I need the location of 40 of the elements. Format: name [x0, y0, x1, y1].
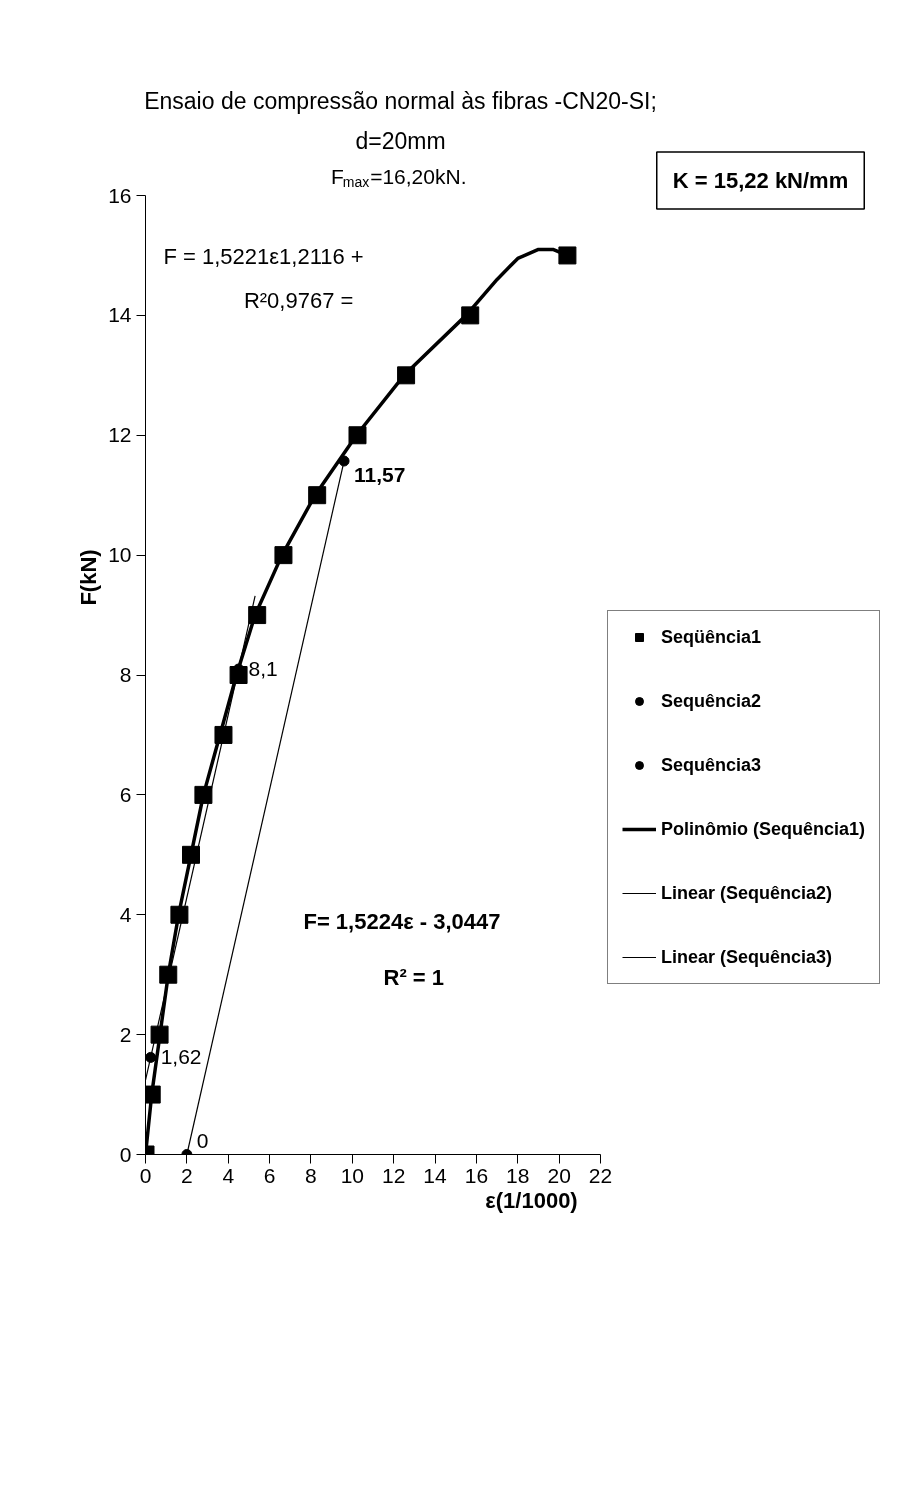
- x-tick-label: 14: [423, 1163, 448, 1187]
- y-tick-label: 10: [108, 543, 132, 567]
- annotation: R²0,9767 =: [243, 288, 354, 313]
- x-tick-label: 4: [222, 1163, 235, 1187]
- y-tick-label: 14: [108, 303, 132, 327]
- x-tick-label: 10: [340, 1163, 364, 1187]
- y-axis-title: F(kN): [75, 549, 101, 606]
- data-label: 1,62: [160, 1045, 202, 1069]
- x-tick-label: 0: [139, 1163, 152, 1187]
- y-tick-label: 16: [108, 183, 132, 207]
- data-label: 11,57: [354, 463, 406, 487]
- legend-label: Linear (Sequência3): [661, 945, 833, 969]
- annotation: R² = 1: [383, 965, 445, 990]
- x-tick-label: 12: [382, 1163, 406, 1187]
- x-tick-label: 22: [588, 1163, 613, 1187]
- x-tick-label: 16: [464, 1163, 489, 1187]
- point: [558, 246, 577, 265]
- y-tick-label: 6: [119, 782, 132, 806]
- x-tick-label: 2: [181, 1163, 193, 1187]
- legend-label: Sequência2: [661, 689, 762, 713]
- annotation: F = 1,5221ε1,2116 +: [163, 244, 364, 269]
- y-tick-label: 4: [119, 902, 132, 926]
- x-tick-label: 8: [305, 1163, 317, 1187]
- legend-label: Seqüência1: [661, 625, 762, 649]
- text: K = 15,22 kN/mm: [672, 168, 849, 193]
- x-tick-label: 20: [547, 1163, 571, 1187]
- x-tick-label: 6: [263, 1163, 276, 1187]
- legend-label: Polinômio (Sequência1): [661, 817, 866, 841]
- data-label: 8,1: [248, 657, 278, 681]
- chart-title: Ensaio de compressão normal às fibras -CN20-SI; d=20mm: [144, 87, 657, 154]
- y-tick-label: 2: [119, 1022, 132, 1046]
- legend-label: Sequência3: [661, 753, 762, 777]
- annotation: F= 1,5224ε - 3,0447: [303, 909, 501, 934]
- x-tick-label: 18: [506, 1163, 530, 1187]
- y-tick-label: 8: [119, 663, 132, 686]
- legend-label: Linear (Sequência2): [661, 881, 833, 905]
- data-label: 0: [196, 1128, 209, 1152]
- y-tick-label: 12: [108, 423, 132, 447]
- y-tick-label: 0: [119, 1142, 132, 1166]
- x-axis-title: ε(1/1000): [485, 1187, 578, 1213]
